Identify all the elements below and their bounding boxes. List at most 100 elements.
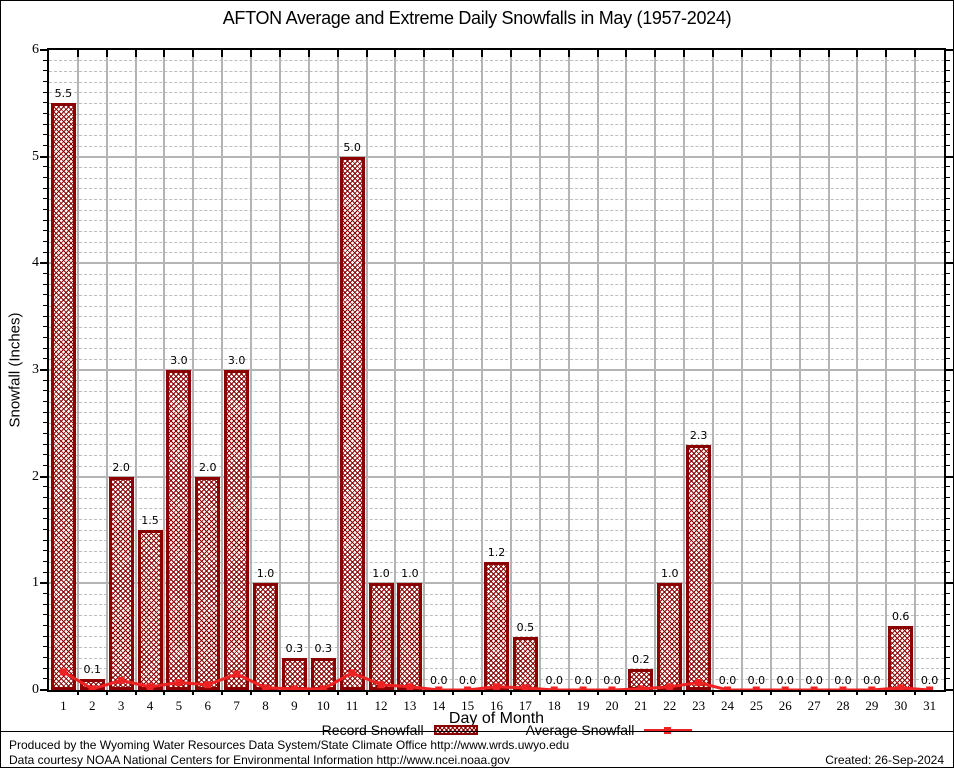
right-minor-tick xyxy=(946,678,950,680)
right-major-tick xyxy=(946,49,953,51)
average-line-marker xyxy=(579,686,587,690)
left-minor-tick xyxy=(43,454,47,456)
minor-gridline xyxy=(49,486,944,488)
bottom-tick xyxy=(250,690,253,695)
right-minor-tick xyxy=(946,219,950,221)
average-snowfall-line-icon xyxy=(644,725,693,735)
vertical-gridline xyxy=(798,50,801,690)
average-line-marker xyxy=(637,685,645,690)
left-minor-tick xyxy=(43,123,47,125)
minor-gridline xyxy=(49,252,944,254)
x-tick-label: 5 xyxy=(175,698,183,713)
left-major-tick xyxy=(40,369,47,371)
left-minor-tick xyxy=(43,241,47,242)
bottom-tick xyxy=(163,690,166,695)
bar-value-label: 0.0 xyxy=(747,674,766,687)
record-bar xyxy=(686,445,711,690)
bar-value-label: 0.0 xyxy=(603,674,621,687)
top-tick xyxy=(365,50,368,57)
left-major-tick xyxy=(40,155,47,158)
bar-value-label: 0.0 xyxy=(430,674,448,687)
right-major-tick xyxy=(946,262,953,265)
average-line-marker xyxy=(608,686,616,690)
minor-gridline xyxy=(49,508,944,510)
right-minor-tick xyxy=(946,145,950,146)
y-tick-label: 5 xyxy=(32,148,39,164)
bottom-tick xyxy=(452,690,455,695)
bar-value-label: 1.0 xyxy=(401,567,419,580)
top-tick xyxy=(798,50,801,57)
left-minor-tick xyxy=(43,497,47,498)
x-tick-label: 9 xyxy=(291,698,298,713)
left-minor-tick xyxy=(43,625,47,626)
right-minor-tick xyxy=(946,497,950,498)
bar-value-label: 1.0 xyxy=(256,567,275,580)
right-minor-tick xyxy=(946,198,950,200)
x-tick-label: 24 xyxy=(720,698,734,713)
right-minor-tick xyxy=(946,646,950,648)
right-minor-tick xyxy=(946,571,950,573)
top-tick xyxy=(538,50,541,57)
left-minor-tick xyxy=(43,401,47,402)
right-minor-tick xyxy=(946,507,950,509)
bottom-tick xyxy=(221,690,224,695)
record-bar xyxy=(657,583,682,690)
x-tick-label: 22 xyxy=(663,698,677,713)
minor-gridline xyxy=(49,540,944,542)
top-tick xyxy=(567,50,570,57)
left-minor-tick xyxy=(43,283,47,285)
right-major-tick xyxy=(946,369,953,371)
minor-gridline xyxy=(49,124,944,126)
x-tick-label: 30 xyxy=(894,698,908,713)
x-tick-label: 16 xyxy=(490,698,503,713)
right-minor-tick xyxy=(946,251,950,253)
minor-gridline xyxy=(49,380,944,382)
right-minor-tick xyxy=(946,113,950,114)
average-line-marker xyxy=(88,685,96,690)
record-bar xyxy=(513,637,538,690)
minor-gridline xyxy=(49,273,944,275)
record-bar xyxy=(51,103,76,690)
top-tick xyxy=(76,50,79,57)
record-bar xyxy=(166,370,191,690)
record-bar xyxy=(397,583,422,690)
left-minor-tick xyxy=(43,134,47,136)
vertical-gridline xyxy=(365,50,368,690)
top-tick xyxy=(307,50,310,57)
x-tick-label: 11 xyxy=(345,698,359,713)
major-gridline xyxy=(49,262,944,265)
left-minor-tick xyxy=(43,59,47,61)
left-minor-tick xyxy=(43,358,47,360)
right-minor-tick xyxy=(946,454,950,456)
left-minor-tick xyxy=(43,219,47,221)
left-minor-tick xyxy=(43,198,47,200)
vertical-gridline xyxy=(712,50,715,690)
right-minor-tick xyxy=(946,315,950,317)
left-minor-tick xyxy=(43,593,47,594)
top-tick xyxy=(452,50,455,57)
bar-value-label: 5.0 xyxy=(343,141,361,154)
vertical-gridline xyxy=(509,50,512,690)
minor-gridline xyxy=(49,70,944,72)
average-line-marker xyxy=(752,686,760,690)
bottom-tick xyxy=(827,690,830,695)
left-minor-tick xyxy=(43,347,47,349)
bottom-tick xyxy=(76,690,79,695)
bar-value-label: 0.0 xyxy=(834,674,852,687)
average-line-marker xyxy=(897,684,905,690)
record-bar xyxy=(369,583,394,690)
average-line-marker xyxy=(117,676,125,684)
bar-value-label: 0.0 xyxy=(458,674,477,687)
record-bar xyxy=(138,530,163,690)
average-line-marker xyxy=(175,679,183,686)
bottom-tick xyxy=(134,690,137,695)
vertical-gridline xyxy=(885,50,888,690)
bar-value-label: 0.3 xyxy=(285,642,304,655)
right-minor-tick xyxy=(946,230,950,232)
top-tick xyxy=(278,50,281,57)
left-minor-tick xyxy=(43,251,47,253)
vertical-gridline xyxy=(105,50,108,690)
left-minor-tick xyxy=(43,507,47,509)
average-line-marker xyxy=(319,685,327,690)
bar-value-label: 0.5 xyxy=(516,621,535,634)
